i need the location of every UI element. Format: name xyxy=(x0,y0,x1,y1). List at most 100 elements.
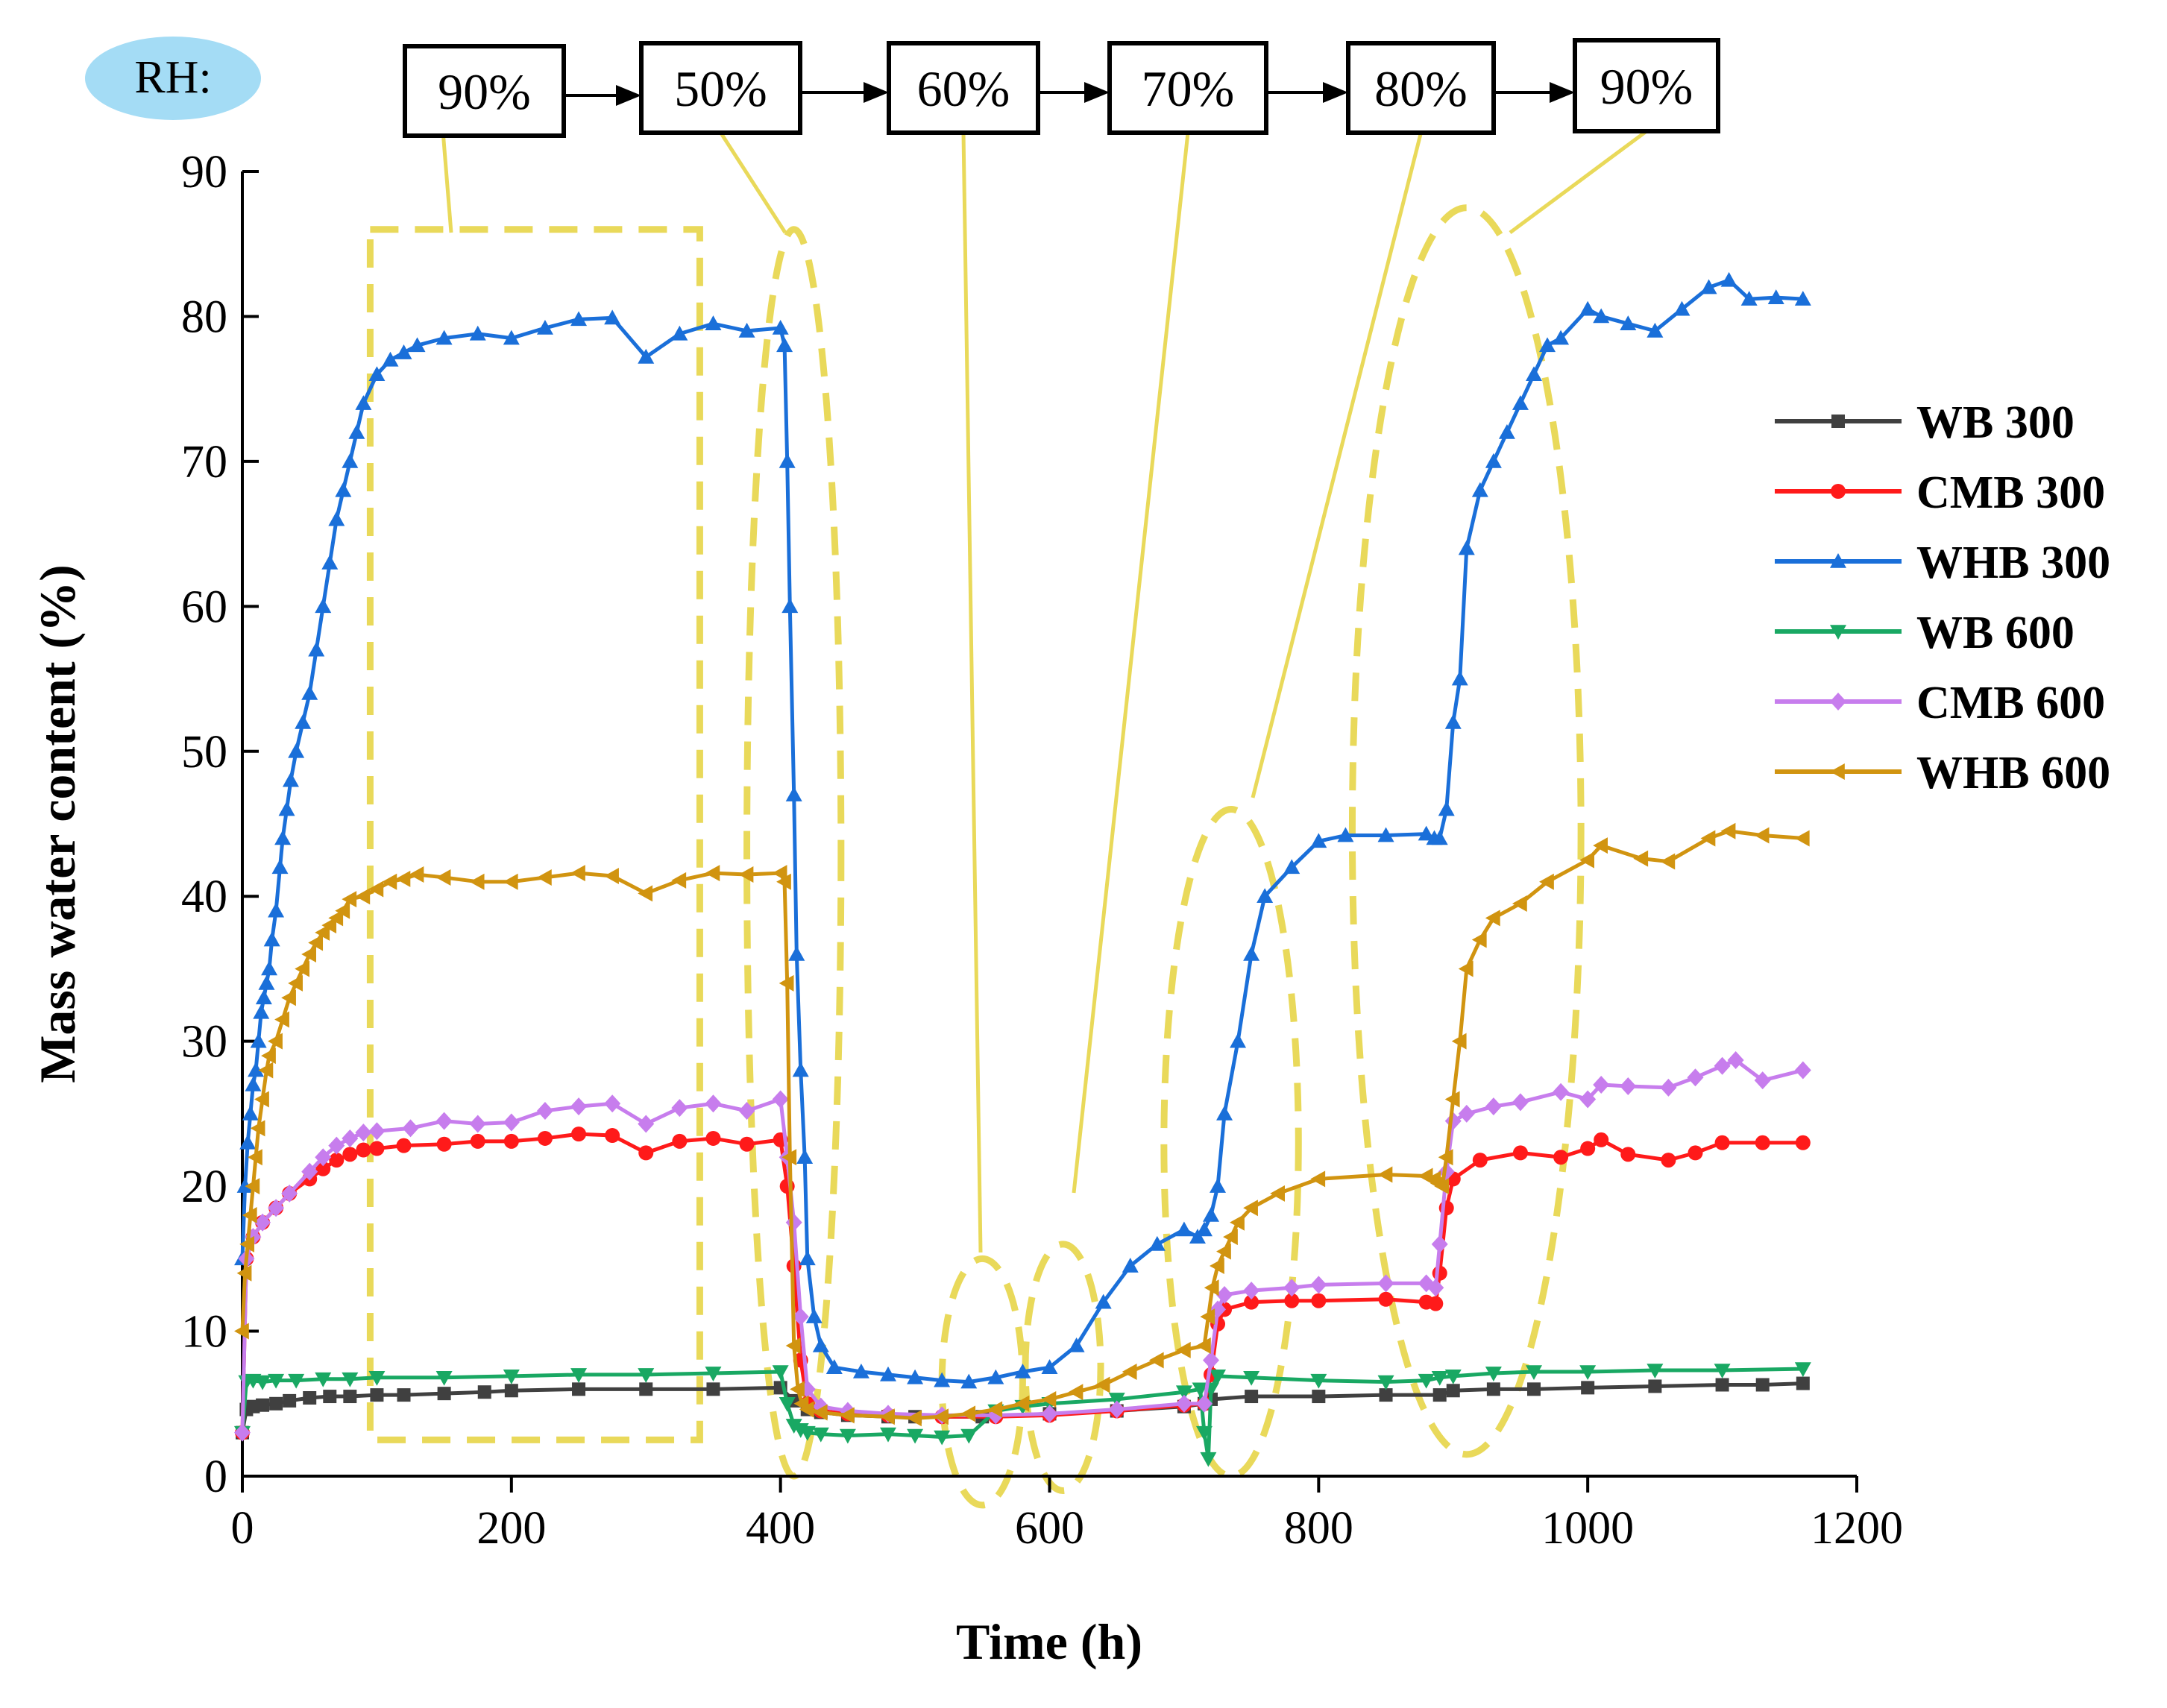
data-point-whb-300 xyxy=(779,453,796,468)
data-point-whb-600 xyxy=(1579,851,1594,869)
data-point-cmb-600 xyxy=(1660,1078,1677,1097)
data-point-cmb-600 xyxy=(368,1122,386,1141)
data-point-whb-300 xyxy=(1210,1178,1227,1193)
data-point-whb-300 xyxy=(1647,322,1664,338)
data-point-whb-300 xyxy=(792,1062,809,1077)
data-point-whb-300 xyxy=(409,337,426,353)
data-point-wb-600 xyxy=(638,1368,655,1383)
data-point-cmb-600 xyxy=(469,1115,486,1133)
data-point-whb-600 xyxy=(242,1207,257,1223)
data-point-whb-300 xyxy=(1283,859,1300,875)
data-point-cmb-600 xyxy=(1041,1405,1058,1423)
data-point-cmb-600 xyxy=(435,1112,453,1130)
highlight-ellipse xyxy=(1160,806,1302,1480)
data-point-cmb-600 xyxy=(1216,1285,1233,1304)
data-point-wb-600 xyxy=(1377,1375,1394,1390)
data-point-whb-300 xyxy=(604,309,621,325)
data-point-whb-600 xyxy=(469,873,485,890)
data-point-cmb-300 xyxy=(672,1133,688,1149)
data-point-whb-600 xyxy=(1593,837,1608,854)
data-point-wb-300 xyxy=(1648,1379,1662,1393)
data-point-whb-300 xyxy=(1418,825,1435,841)
legend-marker-cmb-600 xyxy=(1830,693,1846,710)
data-point-whb-300 xyxy=(261,960,278,976)
data-point-whb-300 xyxy=(907,1369,924,1384)
data-point-whb-300 xyxy=(1041,1359,1058,1374)
data-point-cmb-600 xyxy=(792,1308,809,1326)
legend: WB 300 CMB 300 WHB 300 WB 600 CMB 600 WHB 600 xyxy=(1775,397,2110,798)
data-point-cmb-600 xyxy=(1727,1050,1744,1069)
series-wb-600 xyxy=(234,1362,1811,1467)
y-tick-label: 70 xyxy=(181,437,227,488)
data-point-wb-300 xyxy=(1715,1378,1729,1392)
series-line-whb-300 xyxy=(240,278,1803,1384)
data-point-whb-600 xyxy=(960,1405,976,1422)
data-point-whb-600 xyxy=(268,1033,283,1050)
data-point-whb-600 xyxy=(1451,1033,1467,1050)
data-point-whb-600 xyxy=(1539,873,1554,890)
data-point-whb-300 xyxy=(348,424,365,439)
legend-marker-whb-600 xyxy=(1830,763,1845,780)
data-point-whb-600 xyxy=(308,934,324,951)
data-point-whb-600 xyxy=(1754,827,1770,844)
data-point-cmb-300 xyxy=(1553,1150,1569,1165)
data-point-whb-600 xyxy=(987,1401,1003,1418)
data-point-whb-300 xyxy=(263,931,280,947)
rh-step-box xyxy=(639,41,802,135)
data-point-wb-300 xyxy=(1581,1381,1595,1395)
data-point-whb-300 xyxy=(1257,888,1274,904)
data-point-whb-600 xyxy=(1633,850,1649,867)
data-point-wb-300 xyxy=(323,1390,337,1404)
data-point-cmb-300 xyxy=(396,1138,412,1153)
series-whb-300 xyxy=(234,271,1811,1389)
data-point-wb-600 xyxy=(1794,1362,1811,1378)
data-point-whb-300 xyxy=(1431,830,1448,845)
data-point-wb-300 xyxy=(1432,1388,1447,1402)
data-point-whb-300 xyxy=(255,989,272,1005)
rh-annotation: RH: 90% 50% 60% 70% 80% 90% xyxy=(85,37,1720,1253)
data-point-whb-300 xyxy=(321,555,339,570)
data-point-cmb-600 xyxy=(328,1136,345,1155)
data-point-cmb-600 xyxy=(1485,1097,1502,1116)
data-point-whb-300 xyxy=(934,1372,951,1387)
data-point-whb-300 xyxy=(880,1366,896,1381)
data-point-whb-600 xyxy=(328,910,344,927)
data-point-whb-600 xyxy=(1485,910,1500,927)
data-point-whb-600 xyxy=(1377,1166,1393,1183)
data-point-wb-600 xyxy=(1714,1364,1731,1379)
legend-label-cmb-300: CMB 300 xyxy=(1916,467,2105,518)
data-point-whb-300 xyxy=(1148,1235,1166,1251)
rh-step-box xyxy=(887,41,1040,135)
data-point-wb-300 xyxy=(283,1393,297,1408)
data-point-whb-300 xyxy=(253,1003,270,1019)
x-tick-label: 1000 xyxy=(1541,1503,1634,1554)
data-point-whb-300 xyxy=(705,315,722,330)
data-point-cmb-600 xyxy=(1243,1282,1260,1300)
data-point-whb-300 xyxy=(395,344,412,359)
data-point-whb-300 xyxy=(825,1359,843,1374)
data-point-whb-300 xyxy=(315,598,332,614)
data-point-whb-300 xyxy=(308,641,325,657)
data-point-cmb-600 xyxy=(1714,1056,1731,1075)
data-point-cmb-600 xyxy=(1754,1071,1771,1090)
data-point-whb-600 xyxy=(1230,1214,1245,1231)
rh-step-label: 60% xyxy=(917,60,1010,117)
data-point-wb-600 xyxy=(799,1425,816,1441)
data-point-wb-300 xyxy=(477,1385,491,1399)
data-point-whb-300 xyxy=(1498,424,1515,439)
data-point-wb-600 xyxy=(1192,1382,1209,1398)
data-point-whb-300 xyxy=(1526,366,1542,382)
data-point-wb-600 xyxy=(839,1428,856,1444)
data-point-whb-600 xyxy=(604,868,619,884)
data-point-whb-600 xyxy=(1794,830,1810,847)
data-point-whb-600 xyxy=(1014,1395,1030,1412)
y-tick-label: 20 xyxy=(181,1162,227,1212)
data-point-whb-600 xyxy=(839,1407,855,1424)
data-point-wb-300 xyxy=(370,1388,384,1402)
data-point-whb-600 xyxy=(1660,853,1676,870)
data-point-whb-300 xyxy=(355,395,372,410)
data-point-cmb-300 xyxy=(315,1161,331,1176)
data-point-whb-300 xyxy=(368,366,386,382)
data-point-whb-600 xyxy=(1210,1258,1224,1275)
data-point-whb-600 xyxy=(1444,1091,1460,1108)
